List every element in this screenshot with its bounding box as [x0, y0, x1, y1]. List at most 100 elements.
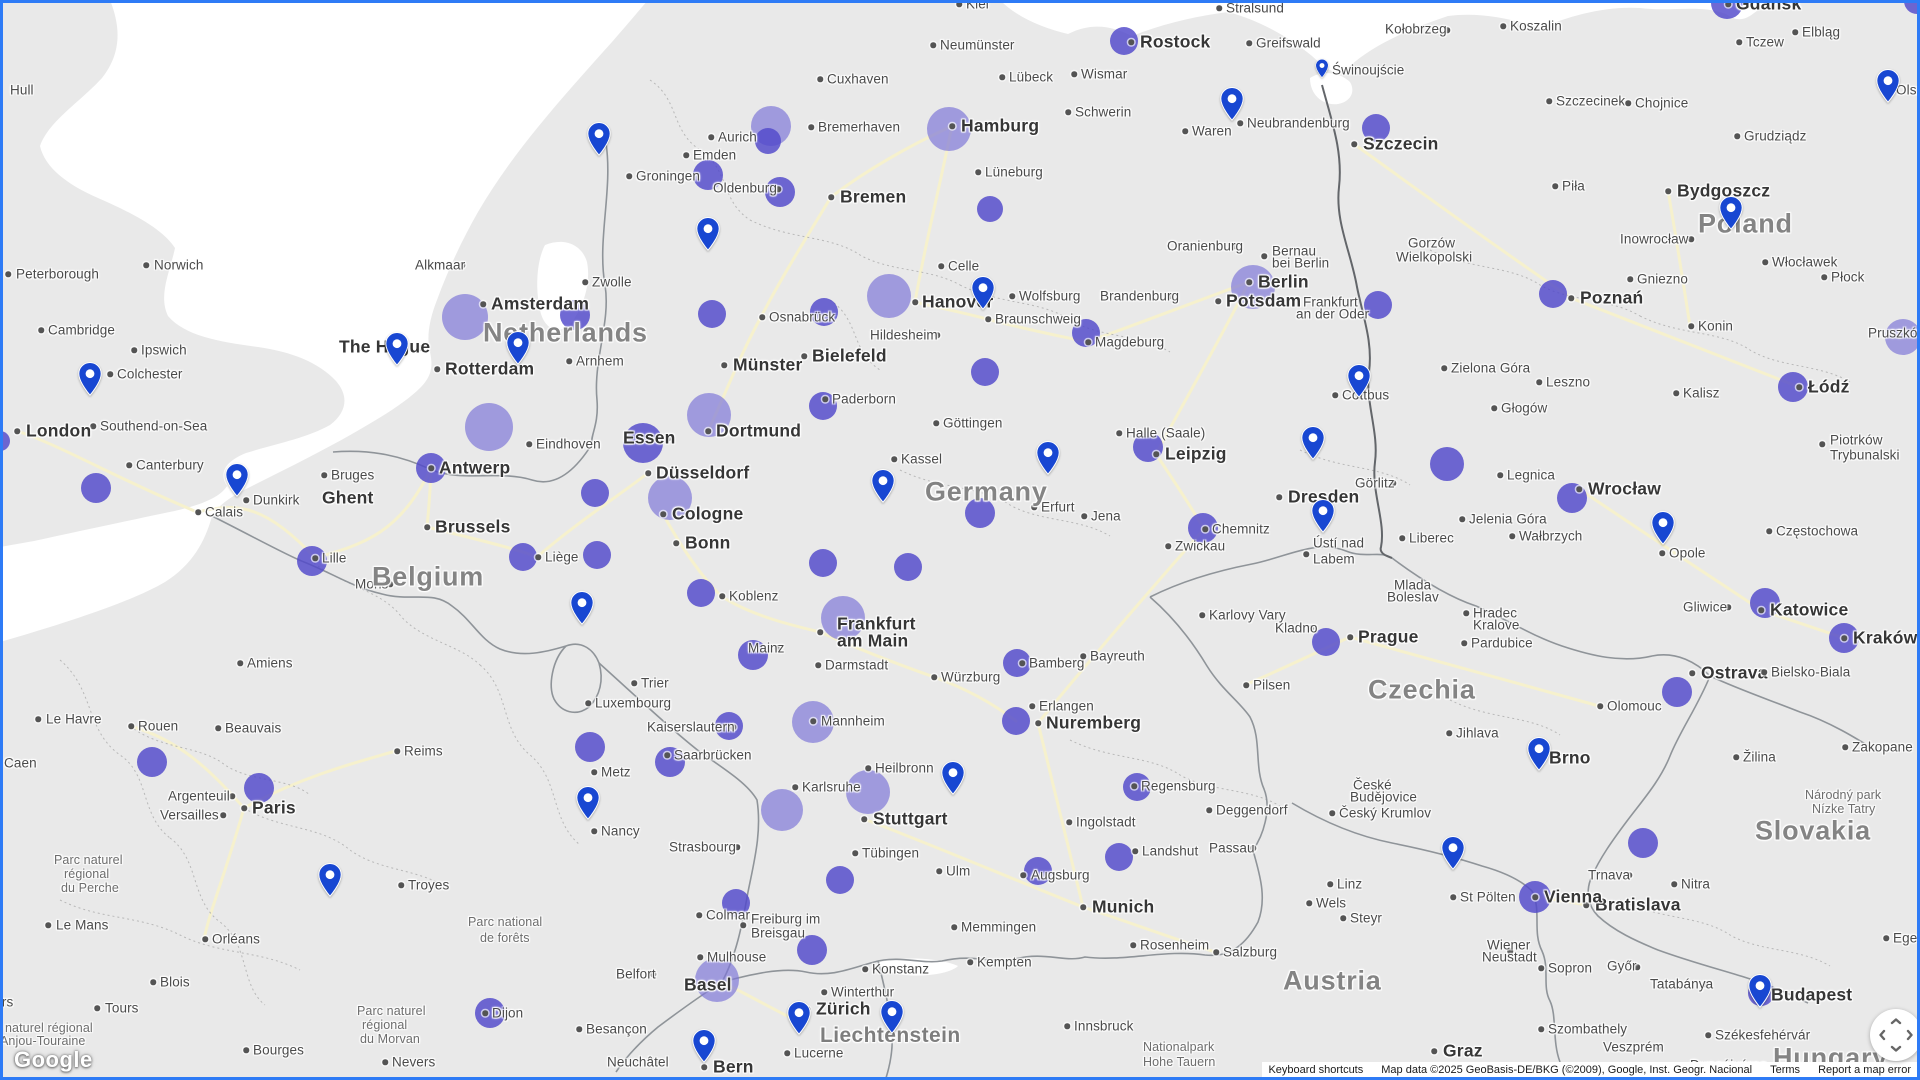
map-pin-swinoujscie[interactable]: [1315, 59, 1329, 78]
map-pin-the-hague[interactable]: [385, 332, 410, 366]
marker-circle[interactable]: [821, 596, 865, 640]
marker-circle[interactable]: [1662, 677, 1692, 707]
map-pin-dunkirk[interactable]: [225, 463, 250, 497]
marker-circle[interactable]: [693, 160, 723, 190]
map-pin-colchester[interactable]: [78, 362, 103, 396]
marker-circle[interactable]: [1003, 649, 1031, 677]
map-pin-neubrandenburg[interactable]: [1220, 87, 1245, 121]
marker-circle[interactable]: [1123, 773, 1151, 801]
map-pin-dresden-south[interactable]: [1311, 499, 1336, 533]
marker-circle[interactable]: [1885, 319, 1920, 355]
attribution-bar: Keyboard shortcuts Map data ©2025 GeoBas…: [1262, 1062, 1917, 1077]
map-pin-zurich[interactable]: [787, 1001, 812, 1035]
pan-arrows-icon: [1879, 1018, 1913, 1052]
marker-circle[interactable]: [1105, 843, 1133, 871]
marker-circle[interactable]: [810, 298, 838, 326]
marker-circle[interactable]: [475, 998, 505, 1028]
marker-circle[interactable]: [244, 773, 274, 803]
marker-circle[interactable]: [81, 473, 111, 503]
marker-circle[interactable]: [698, 300, 726, 328]
marker-circle[interactable]: [1628, 828, 1658, 858]
marker-circle[interactable]: [867, 274, 911, 318]
marker-circle[interactable]: [560, 300, 590, 330]
marker-circle[interactable]: [1231, 265, 1275, 309]
map-pin-hanover[interactable]: [971, 276, 996, 310]
marker-circle[interactable]: [826, 866, 854, 894]
marker-circle[interactable]: [1002, 707, 1030, 735]
marker-circle[interactable]: [575, 732, 605, 762]
marker-circle[interactable]: [1430, 447, 1464, 481]
marker-circle[interactable]: [1750, 588, 1780, 618]
map-pin-torun[interactable]: [1719, 196, 1744, 230]
marker-circle[interactable]: [761, 789, 803, 831]
lake-constance: [879, 958, 958, 976]
marker-circle[interactable]: [1711, 0, 1743, 19]
map-pin-stuttgart-east[interactable]: [941, 761, 966, 795]
map-pin-meppen[interactable]: [696, 217, 721, 251]
map-pin-germany-west[interactable]: [871, 469, 896, 503]
marker-circle[interactable]: [623, 423, 663, 463]
map-pin-groningen-coast[interactable]: [587, 122, 612, 156]
map-pin-bern[interactable]: [692, 1029, 717, 1063]
map-pin-brno[interactable]: [1527, 737, 1552, 771]
border-de-pl: [1321, 84, 1393, 559]
marker-circle[interactable]: [894, 553, 922, 581]
map-pin-nancy[interactable]: [576, 786, 601, 820]
map-pin-budapest[interactable]: [1748, 974, 1773, 1008]
marker-circle[interactable]: [1778, 372, 1808, 402]
marker-circle[interactable]: [137, 747, 167, 777]
map-pin-opole[interactable]: [1651, 511, 1676, 545]
marker-circle[interactable]: [648, 476, 692, 520]
map-pin-liechtenstein[interactable]: [880, 1000, 905, 1034]
report-map-error-link[interactable]: Report a map error: [1818, 1063, 1911, 1076]
map-pin-luxembourg-south[interactable]: [570, 591, 595, 625]
map-pin-utrecht[interactable]: [506, 331, 531, 365]
marker-circle[interactable]: [465, 403, 513, 451]
marker-circle[interactable]: [797, 935, 827, 965]
marker-circle[interactable]: [1024, 857, 1052, 885]
marker-circle[interactable]: [655, 747, 685, 777]
marker-circle[interactable]: [297, 546, 327, 576]
map-pin-erfurt-northwest[interactable]: [1036, 441, 1061, 475]
map-pin-krems[interactable]: [1441, 836, 1466, 870]
marker-circle[interactable]: [581, 479, 609, 507]
marker-circle[interactable]: [1557, 483, 1587, 513]
marker-circle[interactable]: [1362, 114, 1390, 142]
marker-circle[interactable]: [509, 543, 537, 571]
marker-circle[interactable]: [971, 358, 999, 386]
marker-circle[interactable]: [755, 128, 781, 154]
marker-circle[interactable]: [1539, 280, 1567, 308]
marker-circle[interactable]: [1133, 432, 1163, 462]
marker-circle[interactable]: [765, 177, 795, 207]
marker-circle[interactable]: [1364, 291, 1392, 319]
map-pin-sens[interactable]: [318, 863, 343, 897]
marker-circle[interactable]: [0, 431, 10, 451]
google-logo[interactable]: Google: [14, 1047, 93, 1072]
marker-circle[interactable]: [927, 107, 971, 151]
marker-circle[interactable]: [738, 640, 768, 670]
marker-circle[interactable]: [977, 196, 1003, 222]
keyboard-shortcuts-button[interactable]: Keyboard shortcuts: [1268, 1063, 1364, 1076]
map-data-text: Map data ©2025 GeoBasis-DE/BKG (©2009), …: [1381, 1063, 1753, 1076]
marker-circle[interactable]: [687, 579, 715, 607]
marker-circle[interactable]: [965, 498, 995, 528]
marker-circle[interactable]: [583, 541, 611, 569]
map-pin-olsztyn[interactable]: [1876, 69, 1901, 103]
marker-circle[interactable]: [695, 958, 739, 1002]
marker-circle[interactable]: [809, 549, 837, 577]
terms-link[interactable]: Terms: [1770, 1063, 1801, 1076]
pan-control-button[interactable]: [1870, 1009, 1920, 1061]
marker-circle[interactable]: [722, 889, 750, 917]
map-pin-hoyerswerda[interactable]: [1301, 426, 1326, 460]
marker-circle[interactable]: [1312, 628, 1340, 656]
marker-circle[interactable]: [715, 712, 743, 740]
marker-circle[interactable]: [1904, 0, 1920, 14]
szczecin-lagoon: [1310, 73, 1353, 105]
marker-circle[interactable]: [846, 770, 890, 814]
map-pin-cottbus[interactable]: [1347, 364, 1372, 398]
